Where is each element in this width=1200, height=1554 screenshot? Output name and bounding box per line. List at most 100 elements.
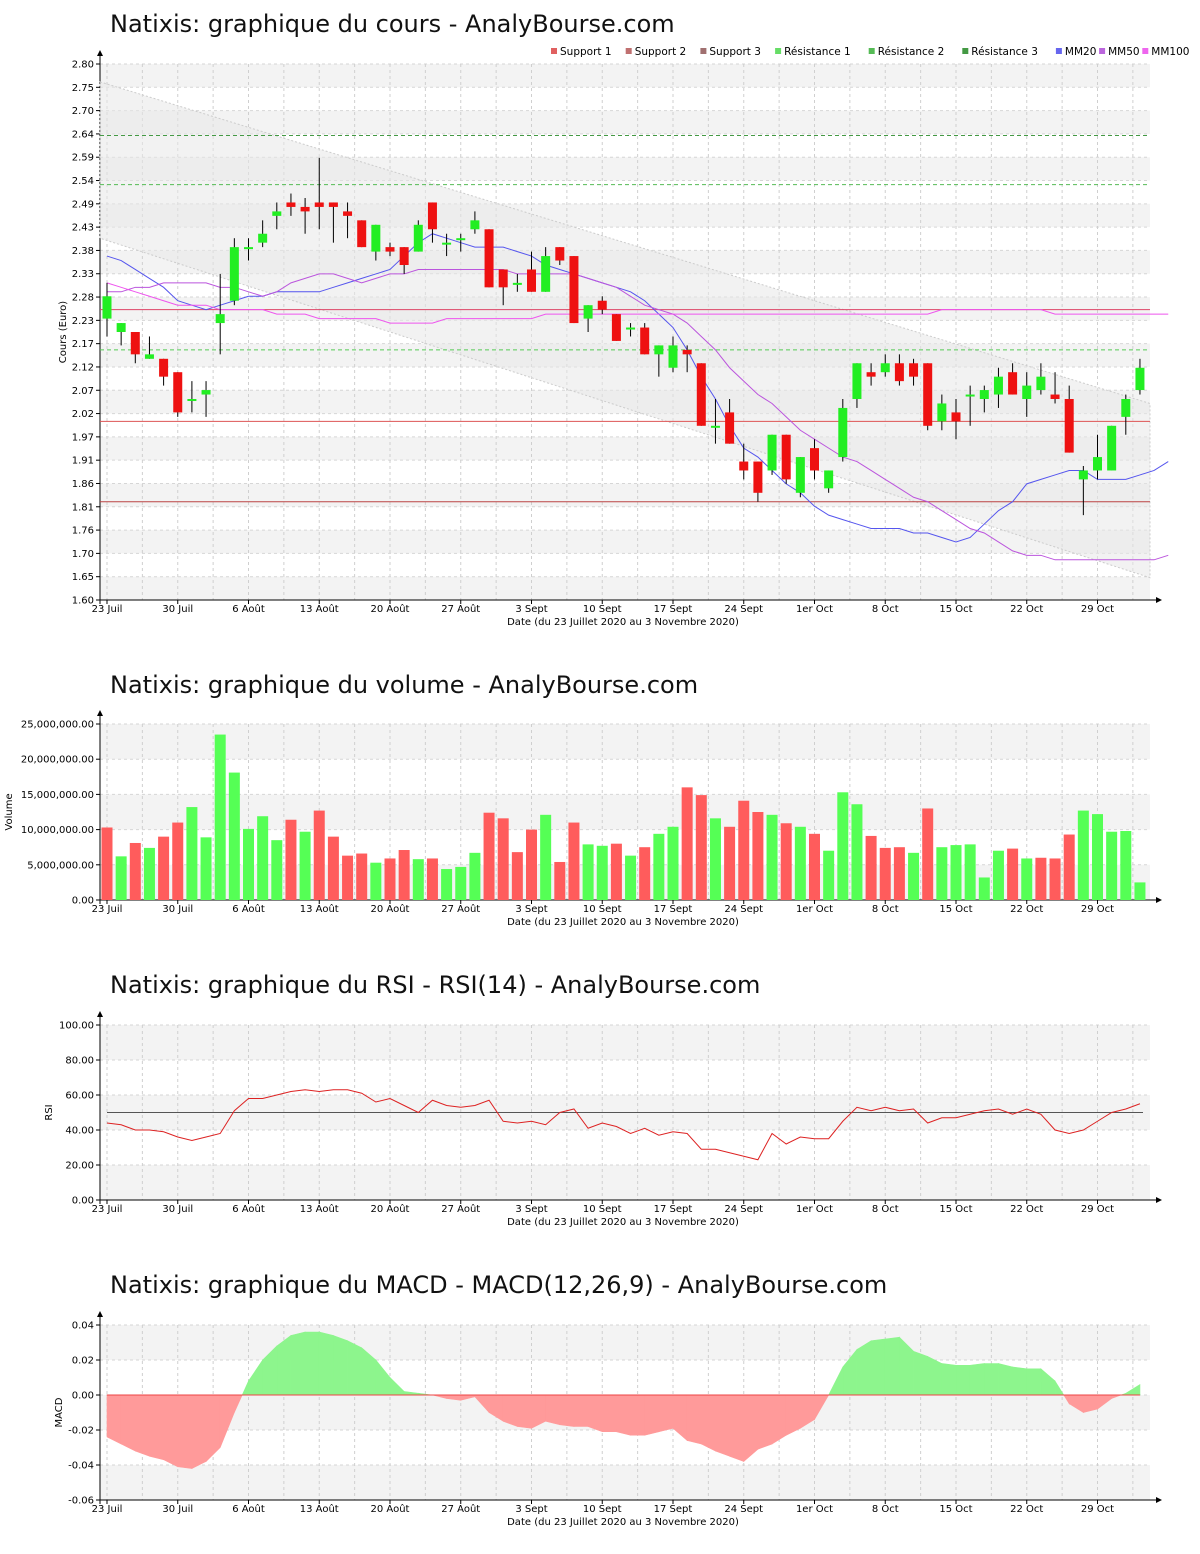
legend-swatch <box>700 48 707 54</box>
macd-area-segment <box>177 1394 193 1469</box>
volume-bar <box>511 852 523 900</box>
volume-bar <box>908 852 920 900</box>
legend-swatch <box>1099 48 1106 54</box>
volume-chart-title: Natixis: graphique du volume - AnalyBour… <box>110 671 699 699</box>
legend-swatch <box>551 48 557 54</box>
legend-label: Résistance 2 <box>878 46 945 58</box>
x-tick-label: 13 Août <box>300 1203 339 1215</box>
candle-body <box>640 327 650 355</box>
volume-bar <box>228 772 240 900</box>
y-tick-label: 1.81 <box>72 502 94 513</box>
candle-body <box>1022 385 1032 399</box>
macd-area-segment <box>135 1394 150 1457</box>
x-tick-label: 15 Oct <box>939 904 972 915</box>
x-tick-label: 20 Août <box>371 1203 410 1215</box>
volume-bar <box>129 842 141 900</box>
candle-body <box>1050 394 1060 399</box>
candle-body <box>1036 376 1046 391</box>
candle-body <box>923 363 933 426</box>
macd-area-segment <box>304 1331 320 1396</box>
volume-bar <box>299 831 311 900</box>
x-axis-arrow <box>1156 1497 1162 1503</box>
y-tick-label: 40.00 <box>65 1126 94 1137</box>
x-tick-label: 15 Oct <box>939 1204 972 1215</box>
candle-body <box>498 269 508 288</box>
volume-bar <box>851 804 863 900</box>
volume-bar <box>639 847 651 900</box>
plot-band <box>100 794 1150 830</box>
volume-bar <box>327 836 339 900</box>
x-tick-label: 8 Oct <box>872 904 899 915</box>
candle-body <box>286 202 296 207</box>
volume-bar <box>356 853 368 900</box>
macd-area-segment <box>616 1394 631 1436</box>
volume-bar <box>936 847 948 900</box>
volume-bar <box>214 734 226 900</box>
candle-body <box>399 247 409 265</box>
plot-band <box>100 1165 1150 1200</box>
y-tick-label: 5,000,000.00 <box>27 860 94 871</box>
candle-body <box>894 363 904 382</box>
y-tick-label: 2.07 <box>72 386 94 397</box>
y-tick-label: 2.80 <box>72 60 94 71</box>
macd-area-segment <box>884 1336 900 1396</box>
y-tick-label: 0.00 <box>72 896 94 907</box>
macd-area-segment <box>870 1338 886 1396</box>
candle-body <box>682 349 692 355</box>
y-tick-label: 2.70 <box>72 106 94 117</box>
macd-area-segment <box>715 1394 730 1457</box>
y-tick-label: 2.17 <box>72 339 94 350</box>
volume-bar <box>738 800 750 900</box>
volume-bar <box>1063 834 1075 900</box>
macd-area-segment <box>913 1350 929 1396</box>
candle-body <box>159 358 169 377</box>
y-axis-arrow <box>97 1311 103 1317</box>
macd-area-segment <box>318 1331 334 1396</box>
x-axis-label: Date (du 23 Juillet 2020 au 3 Novembre 2… <box>507 617 739 628</box>
candle-body <box>866 372 876 377</box>
candle-body <box>725 412 735 444</box>
y-axis-label: Volume <box>4 793 15 830</box>
macd-area-segment <box>502 1394 518 1427</box>
volume-bar <box>313 810 325 900</box>
candle-body <box>102 296 112 319</box>
x-tick-label: 17 Sept <box>654 904 693 915</box>
x-axis-arrow <box>1156 597 1162 603</box>
legend-swatch <box>775 48 782 54</box>
candle-body <box>357 220 367 248</box>
x-tick-label: 29 Oct <box>1081 1204 1114 1215</box>
volume-bar <box>1077 810 1089 900</box>
candle-body <box>767 434 777 471</box>
candle-body <box>215 314 225 324</box>
rsi-line <box>106 1089 1141 1161</box>
x-tick-label: 1er Oct <box>796 1504 833 1515</box>
candle-body <box>909 363 919 377</box>
y-tick-label: 2.33 <box>72 269 94 280</box>
legend-label: Support 1 <box>560 46 612 58</box>
macd-area-segment <box>644 1394 660 1436</box>
volume-bar <box>879 847 891 900</box>
regression-channel <box>99 81 1151 579</box>
candle-body <box>795 457 805 493</box>
macd-area-segment <box>191 1394 207 1469</box>
y-tick-label: 0.02 <box>72 1356 94 1367</box>
x-tick-label: 20 Août <box>371 603 410 615</box>
candle-body <box>1121 399 1131 417</box>
candle-body <box>611 314 621 341</box>
volume-bar <box>978 877 990 900</box>
y-tick-label: 25,000,000.00 <box>21 720 94 731</box>
macd-area-segment <box>771 1394 787 1445</box>
candle-body <box>244 247 253 250</box>
y-tick-label: 0.00 <box>72 1196 94 1207</box>
y-tick-label: 15,000,000.00 <box>21 790 94 801</box>
volume-bar <box>342 855 354 900</box>
price-chart-panel: Natixis: graphique du cours - AnalyBours… <box>0 0 1200 640</box>
x-tick-label: 1er Oct <box>796 1204 833 1215</box>
y-tick-label: 2.28 <box>72 293 94 304</box>
candle-body <box>753 461 763 493</box>
x-tick-label: 22 Oct <box>1010 1204 1043 1215</box>
candle-body <box>258 233 268 243</box>
volume-bar <box>186 807 198 900</box>
y-tick-label: 2.75 <box>72 83 94 94</box>
plot-band <box>100 576 1150 600</box>
